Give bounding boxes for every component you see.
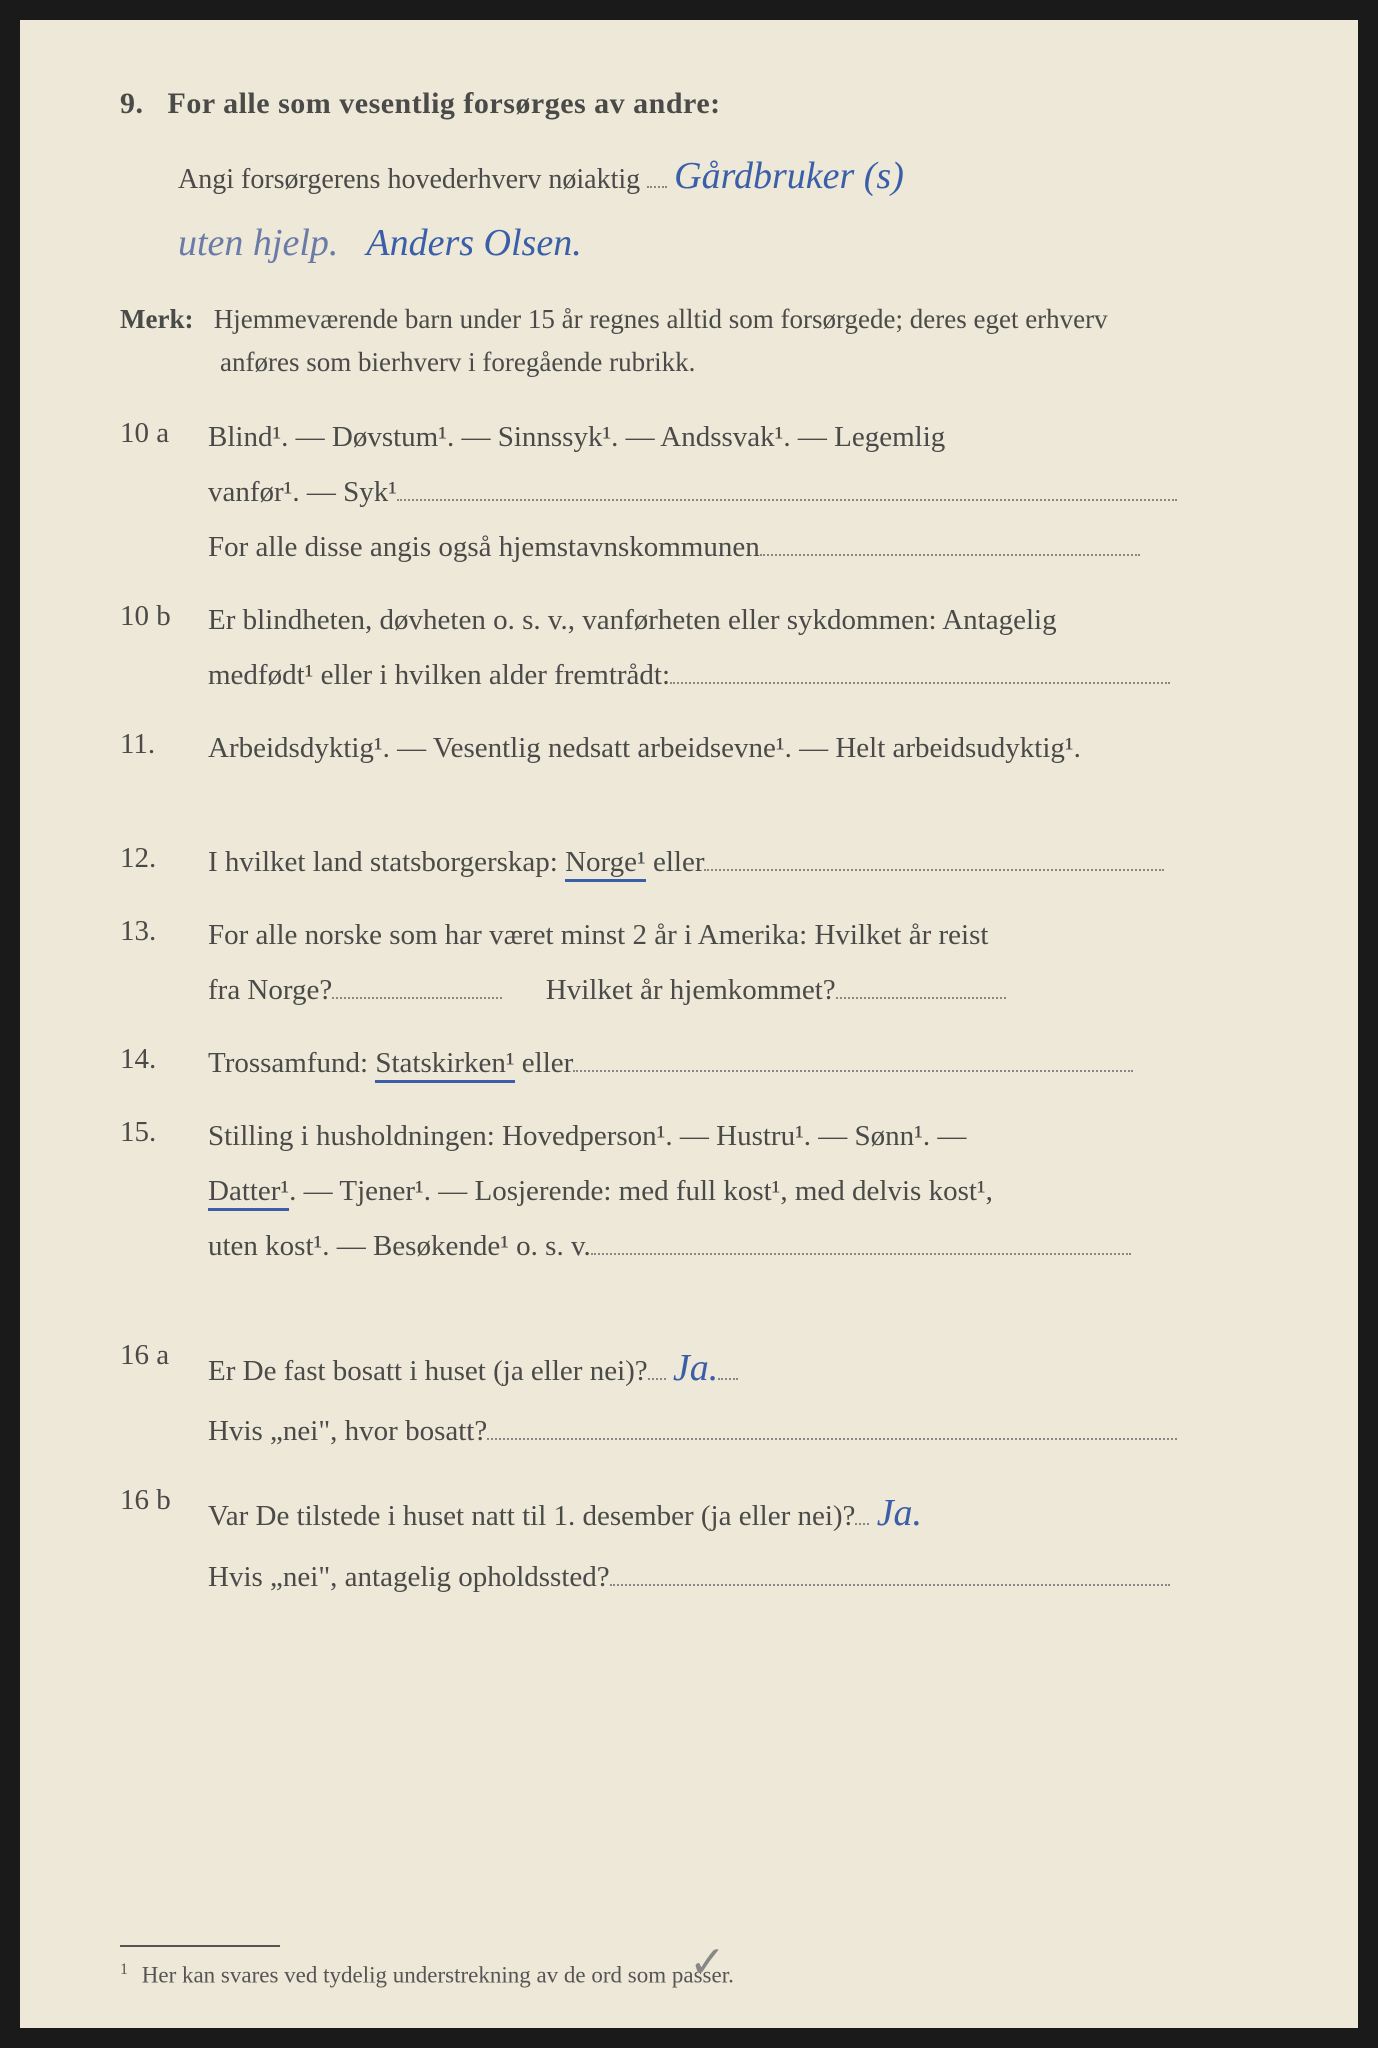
footnote-text: Her kan svares ved tydelig understreknin…: [142, 1962, 734, 1987]
q10a-body: Blind¹. — Døvstum¹. — Sinnssyk¹. — Andss…: [208, 410, 1278, 575]
q10a-line3: For alle disse angis også hjemstavnskomm…: [208, 531, 760, 563]
q15-line2-rest: . — Tjener¹. — Losjerende: med full kost…: [289, 1175, 993, 1207]
q13-line2b: Hvilket år hjemkommet?: [546, 974, 836, 1006]
q14-before: Trossamfund:: [208, 1047, 375, 1079]
q16b-body: Var De tilstede i huset natt til 1. dese…: [208, 1477, 1278, 1604]
q9-handwritten-1: Gårdbruker (s): [674, 155, 904, 197]
merk-note: Merk: Hjemmeværende barn under 15 år reg…: [120, 298, 1278, 384]
merk-text2: anføres som bierhverv i foregående rubri…: [220, 341, 1278, 384]
q16a-answer: Ja.: [673, 1347, 718, 1389]
question-14: 14. Trossamfund: Statskirken¹ eller: [120, 1036, 1278, 1091]
q10a-number: 10 a: [120, 410, 208, 575]
q10b-number: 10 b: [120, 593, 208, 703]
question-10b: 10 b Er blindheten, døvheten o. s. v., v…: [120, 593, 1278, 703]
question-12: 12. I hvilket land statsborgerskap: Norg…: [120, 835, 1278, 890]
q10b-line2: medfødt¹ eller i hvilken alder fremtrådt…: [208, 659, 670, 691]
q13-number: 13.: [120, 908, 208, 1018]
q14-underlined: Statskirken¹: [375, 1047, 514, 1083]
q9-handwritten-2b: Anders Olsen.: [366, 222, 581, 264]
q9-number: 9.: [120, 87, 144, 120]
q10a-line1: Blind¹. — Døvstum¹. — Sinnssyk¹. — Andss…: [208, 421, 945, 453]
q15-line3: uten kost¹. — Besøkende¹ o. s. v.: [208, 1230, 591, 1262]
q11-number: 11.: [120, 721, 208, 776]
q9-handwritten-2a: uten hjelp.: [178, 222, 338, 264]
q15-underlined: Datter¹: [208, 1175, 289, 1211]
q9-bold-text: For alle som vesentlig forsørges av andr…: [168, 87, 721, 120]
q14-number: 14.: [120, 1036, 208, 1091]
q12-after: eller: [653, 846, 705, 878]
q16a-number: 16 a: [120, 1332, 208, 1459]
q10b-line1: Er blindheten, døvheten o. s. v., vanfør…: [208, 604, 1057, 636]
q9-line3: uten hjelp. Anders Olsen.: [178, 213, 1278, 274]
q15-number: 15.: [120, 1109, 208, 1274]
q14-after: eller: [522, 1047, 574, 1079]
question-16a: 16 a Er De fast bosatt i huset (ja eller…: [120, 1332, 1278, 1459]
q15-body: Stilling i husholdningen: Hovedperson¹. …: [208, 1109, 1278, 1274]
q9-label: Angi forsørgerens hovederhverv nøiaktig: [178, 164, 640, 195]
q9-line2: Angi forsørgerens hovederhverv nøiaktig …: [178, 146, 1278, 207]
q16a-line1: Er De fast bosatt i huset (ja eller nei)…: [208, 1355, 648, 1387]
q12-body: I hvilket land statsborgerskap: Norge¹ e…: [208, 835, 1278, 890]
footnote-rule: [120, 1945, 280, 1947]
q16a-body: Er De fast bosatt i huset (ja eller nei)…: [208, 1332, 1278, 1459]
question-16b: 16 b Var De tilstede i huset natt til 1.…: [120, 1477, 1278, 1604]
q12-before: I hvilket land statsborgerskap:: [208, 846, 565, 878]
q15-line1: Stilling i husholdningen: Hovedperson¹. …: [208, 1120, 966, 1152]
q13-body: For alle norske som har været minst 2 år…: [208, 908, 1278, 1018]
q10b-body: Er blindheten, døvheten o. s. v., vanfør…: [208, 593, 1278, 703]
question-10a: 10 a Blind¹. — Døvstum¹. — Sinnssyk¹. — …: [120, 410, 1278, 575]
q14-body: Trossamfund: Statskirken¹ eller: [208, 1036, 1278, 1091]
question-15: 15. Stilling i husholdningen: Hovedperso…: [120, 1109, 1278, 1274]
q13-line1: For alle norske som har været minst 2 år…: [208, 919, 988, 951]
pencil-checkmark: ✓: [689, 1928, 726, 1998]
merk-label: Merk:: [120, 304, 193, 334]
q9-header: 9. For alle som vesentlig forsørges av a…: [120, 80, 1278, 128]
q16a-line2: Hvis „nei", hvor bosatt?: [208, 1415, 487, 1447]
question-13: 13. For alle norske som har været minst …: [120, 908, 1278, 1018]
q12-underlined: Norge¹: [565, 846, 646, 882]
q12-number: 12.: [120, 835, 208, 890]
q13-line2a: fra Norge?: [208, 974, 332, 1006]
q16b-number: 16 b: [120, 1477, 208, 1604]
q16b-line1: Var De tilstede i huset natt til 1. dese…: [208, 1500, 855, 1532]
census-form-page: 9. For alle som vesentlig forsørges av a…: [20, 20, 1358, 2028]
question-9: 9. For alle som vesentlig forsørges av a…: [120, 80, 1278, 274]
q10a-line2: vanfør¹. — Syk¹: [208, 476, 397, 508]
question-11: 11. Arbeidsdyktig¹. — Vesentlig nedsatt …: [120, 721, 1278, 776]
q16b-answer: Ja.: [877, 1492, 922, 1534]
merk-text1: Hjemmeværende barn under 15 år regnes al…: [214, 304, 1108, 334]
footnote-num: 1: [120, 1961, 128, 1978]
q16b-line2: Hvis „nei", antagelig opholdssted?: [208, 1561, 610, 1593]
q11-body: Arbeidsdyktig¹. — Vesentlig nedsatt arbe…: [208, 721, 1278, 776]
